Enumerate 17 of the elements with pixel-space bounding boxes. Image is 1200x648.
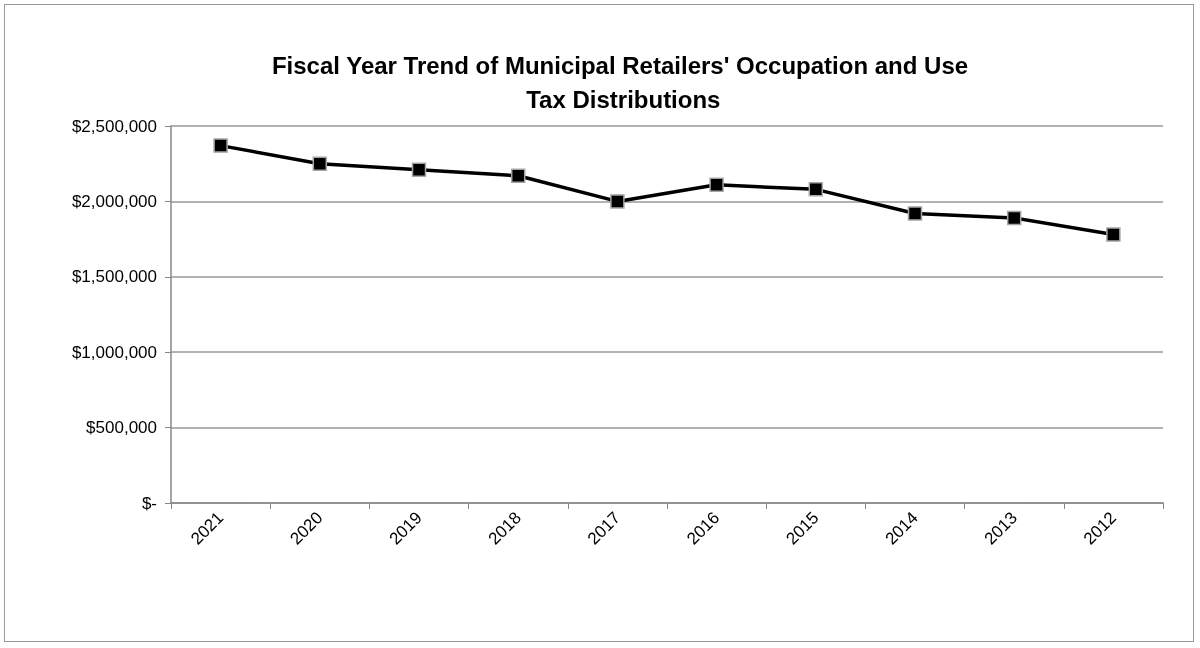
point [312,156,328,171]
point [510,168,526,184]
point [1106,227,1121,242]
point [1006,210,1022,226]
y-tick-label: $- [141,493,157,513]
point [709,177,724,193]
y-tick-label: $2,000,000 [71,191,157,211]
y-tick-label: $1,000,000 [71,342,157,362]
chart-title: Fiscal Year Trend of Municipal Retailers' Occupation and Use Tax Distributions [271,51,969,113]
point [907,206,923,221]
y-tick-label: $1,500,000 [71,267,157,287]
y-tick-label: $2,500,000 [71,116,157,136]
point [610,194,625,209]
point [411,162,427,177]
point [808,182,824,197]
point [213,138,228,153]
y-tick-label: $500,000 [86,418,157,438]
